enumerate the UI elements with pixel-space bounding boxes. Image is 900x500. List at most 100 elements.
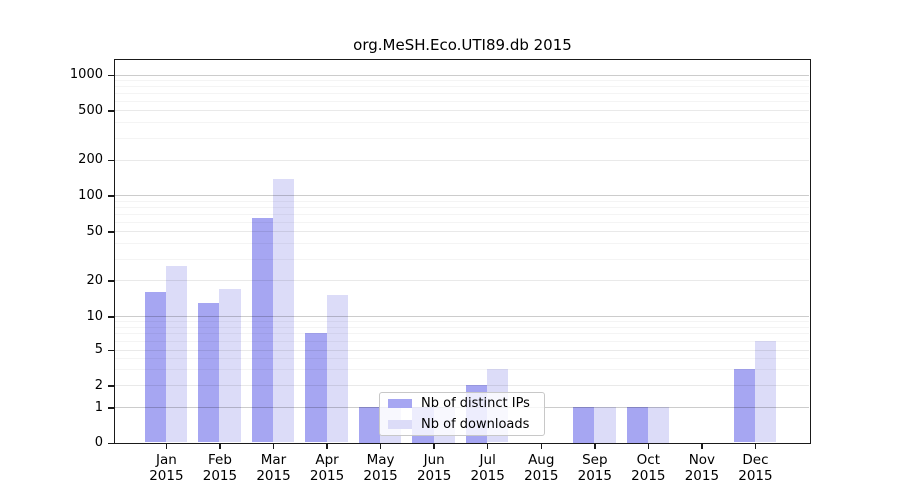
x-tick-label-month: Sep: [582, 452, 608, 468]
gridline-50: [115, 231, 809, 233]
gridline-20: [115, 280, 809, 282]
downloads-swatch-icon: [388, 419, 412, 429]
x-tick-label-year: 2015: [256, 468, 291, 484]
gridline-500: [115, 110, 809, 112]
x-tick: [754, 444, 757, 449]
y-tick-label: 200: [78, 152, 103, 167]
minor-gridline: [115, 333, 809, 335]
minor-gridline: [115, 79, 809, 81]
x-tick-label-month: Jun: [423, 452, 445, 468]
y-tick: [108, 231, 114, 233]
x-tick-label-year: 2015: [631, 468, 666, 484]
y-tick: [108, 110, 114, 112]
minor-gridline: [115, 221, 809, 223]
bar-nb-of-distinct-ips-dec-2015: [733, 369, 755, 443]
minor-gridline: [115, 100, 809, 102]
y-tick-label: 10: [86, 308, 103, 324]
x-tick-label-month: Feb: [207, 452, 232, 468]
y-tick-label: 5: [94, 342, 103, 357]
bar-nb-of-distinct-ips-may-2015: [358, 407, 381, 443]
x-tick-label-month: Jul: [479, 452, 496, 468]
x-tick-label-year: 2015: [577, 468, 612, 484]
x-tick-label-year: 2015: [363, 468, 398, 484]
x-tick-label-month: Apr: [315, 452, 339, 468]
x-tick: [486, 444, 489, 449]
x-tick: [647, 444, 650, 449]
x-tick-label-month: Aug: [528, 452, 555, 468]
x-tick-label-year: 2015: [416, 468, 452, 484]
x-tick-label-month: May: [366, 452, 395, 468]
bar-nb-of-downloads-dec-2015: [754, 340, 777, 443]
distinct-ips-swatch-icon: [388, 399, 412, 409]
y-tick-label: 1000: [69, 67, 103, 82]
bar-nb-of-downloads-sep-2015: [594, 407, 616, 443]
gridline-5: [115, 349, 809, 351]
x-tick-label-year: 2015: [149, 468, 184, 484]
y-tick-label: 50: [86, 223, 103, 239]
legend: Nb of distinct IPs Nb of downloads: [379, 392, 545, 436]
minor-gridline: [115, 340, 809, 342]
chart-title: org.MeSH.Eco.UTI89.db 2015: [353, 36, 572, 54]
minor-gridline: [115, 206, 809, 208]
x-tick: [701, 444, 703, 449]
x-tick: [272, 444, 275, 449]
gridline-10: [115, 316, 809, 318]
y-tick-label: 100: [78, 187, 103, 203]
minor-gridline: [115, 122, 809, 124]
x-tick-label-year: 2015: [738, 468, 773, 484]
y-tick-label: 2: [94, 377, 103, 393]
x-tick-label-year: 2015: [202, 468, 238, 484]
y-tick: [108, 349, 114, 351]
y-tick: [108, 195, 114, 197]
minor-gridline: [115, 200, 809, 202]
minor-gridline: [115, 258, 809, 260]
x-tick: [219, 444, 221, 449]
minor-gridline: [115, 85, 809, 87]
minor-gridline: [115, 321, 809, 323]
bar-nb-of-distinct-ips-mar-2015: [251, 217, 273, 443]
y-tick: [108, 74, 114, 76]
x-tick-label-month: Dec: [742, 452, 769, 468]
x-tick-label-month: Nov: [688, 452, 716, 468]
x-tick-label-year: 2015: [524, 468, 559, 484]
bar-nb-of-downloads-mar-2015: [273, 178, 295, 443]
minor-gridline: [115, 369, 809, 371]
y-tick: [108, 385, 114, 387]
bar-nb-of-distinct-ips-apr-2015: [305, 333, 327, 443]
bar-nb-of-distinct-ips-feb-2015: [198, 302, 220, 443]
y-tick: [108, 280, 114, 282]
y-tick-label: 0: [94, 435, 103, 450]
gridline-100: [115, 195, 809, 197]
plot-area: [114, 59, 811, 444]
bar-nb-of-distinct-ips-sep-2015: [573, 407, 595, 443]
x-tick: [326, 444, 328, 449]
minor-gridline: [115, 358, 809, 360]
bar-nb-of-distinct-ips-jan-2015: [144, 291, 166, 443]
x-tick: [594, 444, 596, 449]
y-tick-label: 1: [94, 399, 103, 415]
bar-nb-of-downloads-jan-2015: [165, 266, 188, 443]
y-tick: [108, 407, 114, 409]
x-tick-label-year: 2015: [684, 468, 720, 484]
minor-gridline: [115, 92, 809, 94]
x-tick-label-year: 2015: [470, 468, 505, 484]
legend-item-distinct-ips: Nb of distinct IPs: [380, 394, 544, 414]
y-tick-label: 20: [86, 272, 103, 288]
x-tick-label-month: Oct: [636, 452, 661, 468]
bar-nb-of-downloads-feb-2015: [219, 288, 241, 443]
legend-label: Nb of distinct IPs: [421, 396, 530, 412]
y-tick-label: 500: [78, 102, 103, 118]
bar-nb-of-downloads-apr-2015: [326, 295, 348, 443]
x-tick-label-month: Jan: [155, 452, 177, 468]
x-tick: [540, 444, 542, 449]
gridline-1000: [115, 74, 809, 76]
x-tick: [433, 444, 435, 449]
legend-item-downloads: Nb of downloads: [380, 414, 544, 434]
bar-nb-of-distinct-ips-oct-2015: [626, 407, 648, 443]
y-tick: [108, 442, 114, 444]
minor-gridline: [115, 326, 809, 328]
bar-nb-of-downloads-oct-2015: [647, 407, 670, 443]
x-tick: [165, 444, 168, 449]
minor-gridline: [115, 243, 809, 245]
